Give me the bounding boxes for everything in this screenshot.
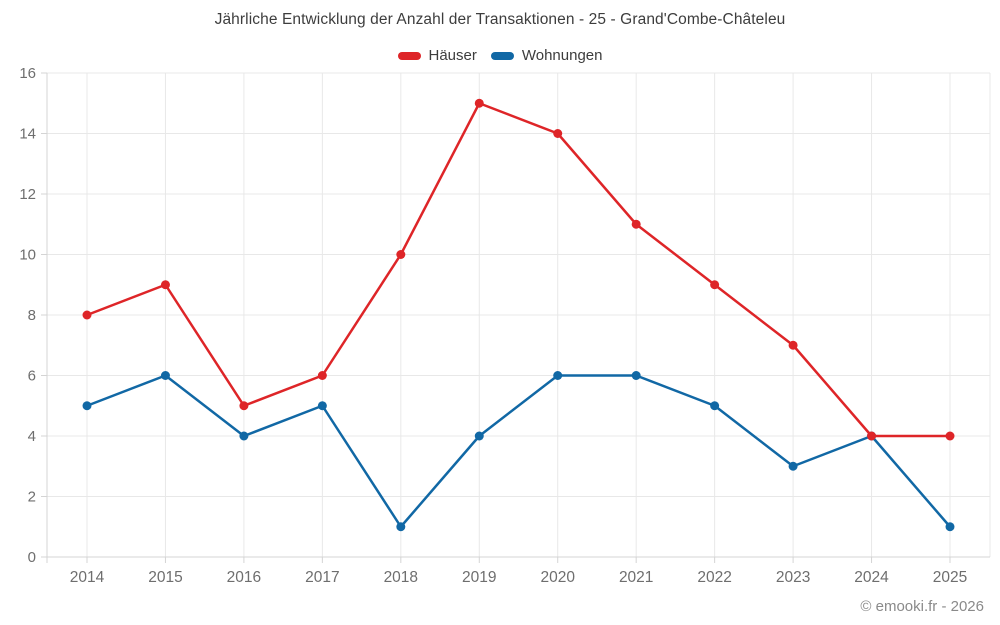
series-line-Häuser bbox=[85, 102, 952, 438]
axis-label-x-2022: 2022 bbox=[697, 569, 731, 586]
data-point-Wohnungen-2021[interactable] bbox=[631, 371, 641, 380]
legend-label-haeuser: Häuser bbox=[428, 47, 477, 64]
data-point-Häuser-2018[interactable] bbox=[396, 250, 406, 259]
axis-label-y-8: 8 bbox=[28, 307, 36, 324]
data-point-Häuser-2016[interactable] bbox=[239, 401, 249, 411]
data-point-Wohnungen-2023[interactable] bbox=[788, 461, 798, 471]
data-point-Wohnungen-2014[interactable] bbox=[82, 401, 92, 411]
axis-label-x-2016: 2016 bbox=[227, 569, 261, 586]
axis-label-x-2014: 2014 bbox=[70, 569, 105, 586]
axis-label-y-2: 2 bbox=[28, 489, 36, 506]
data-point-Wohnungen-2019[interactable] bbox=[474, 431, 484, 441]
axis-label-y-0: 0 bbox=[28, 549, 36, 566]
axis-label-x-2021: 2021 bbox=[619, 569, 653, 586]
axis-label-y-14: 14 bbox=[19, 126, 36, 143]
legend-label-wohnungen: Wohnungen bbox=[521, 47, 603, 64]
data-point-Häuser-2017[interactable] bbox=[317, 371, 327, 380]
data-point-Wohnungen-2015[interactable] bbox=[160, 371, 170, 380]
data-point-Häuser-2024[interactable] bbox=[867, 431, 877, 441]
data-point-Wohnungen-2020[interactable] bbox=[553, 371, 563, 380]
data-point-Häuser-2021[interactable] bbox=[631, 219, 641, 229]
legend-item-haeuser[interactable]: Häuser bbox=[397, 47, 477, 64]
data-point-Häuser-2025[interactable] bbox=[945, 431, 955, 441]
data-point-Wohnungen-2025[interactable] bbox=[945, 522, 955, 532]
axis-label-x-2017: 2017 bbox=[305, 569, 339, 586]
data-point-Wohnungen-2017[interactable] bbox=[317, 401, 327, 411]
axis-label-x-2019: 2019 bbox=[462, 569, 496, 586]
copyright-credit: © emooki.fr - 2026 bbox=[860, 598, 984, 615]
legend-item-wohnungen[interactable]: Wohnungen bbox=[490, 47, 603, 64]
axis-label-x-2018: 2018 bbox=[384, 569, 418, 586]
data-point-Häuser-2020[interactable] bbox=[553, 129, 563, 138]
axis-label-x-2015: 2015 bbox=[148, 569, 182, 586]
data-point-Häuser-2022[interactable] bbox=[710, 280, 720, 290]
axis-label-x-2025: 2025 bbox=[933, 569, 967, 586]
axis-label-y-10: 10 bbox=[19, 247, 36, 264]
axis-label-x-2020: 2020 bbox=[540, 569, 575, 586]
series-line-Wohnungen bbox=[85, 374, 952, 528]
data-point-Wohnungen-2018[interactable] bbox=[396, 522, 406, 532]
axis-label-y-4: 4 bbox=[28, 428, 36, 445]
chart-legend: Häuser Wohnungen bbox=[0, 47, 1000, 64]
axis-label-y-12: 12 bbox=[19, 186, 36, 203]
axis-label-x-2023: 2023 bbox=[776, 569, 810, 586]
legend-swatch-wohnungen bbox=[490, 51, 514, 60]
data-point-Häuser-2023[interactable] bbox=[788, 340, 798, 350]
legend-swatch-haeuser bbox=[397, 51, 421, 60]
data-point-Häuser-2014[interactable] bbox=[82, 310, 92, 320]
data-point-Häuser-2015[interactable] bbox=[160, 280, 170, 290]
data-point-Häuser-2019[interactable] bbox=[474, 98, 484, 108]
axis-label-x-2024: 2024 bbox=[854, 569, 889, 586]
axis-label-y-6: 6 bbox=[28, 368, 36, 385]
data-point-Wohnungen-2016[interactable] bbox=[239, 431, 249, 441]
data-point-Wohnungen-2022[interactable] bbox=[710, 401, 720, 411]
chart-title: Jährliche Entwicklung der Anzahl der Tra… bbox=[214, 11, 786, 28]
axis-label-y-16: 16 bbox=[19, 65, 36, 82]
